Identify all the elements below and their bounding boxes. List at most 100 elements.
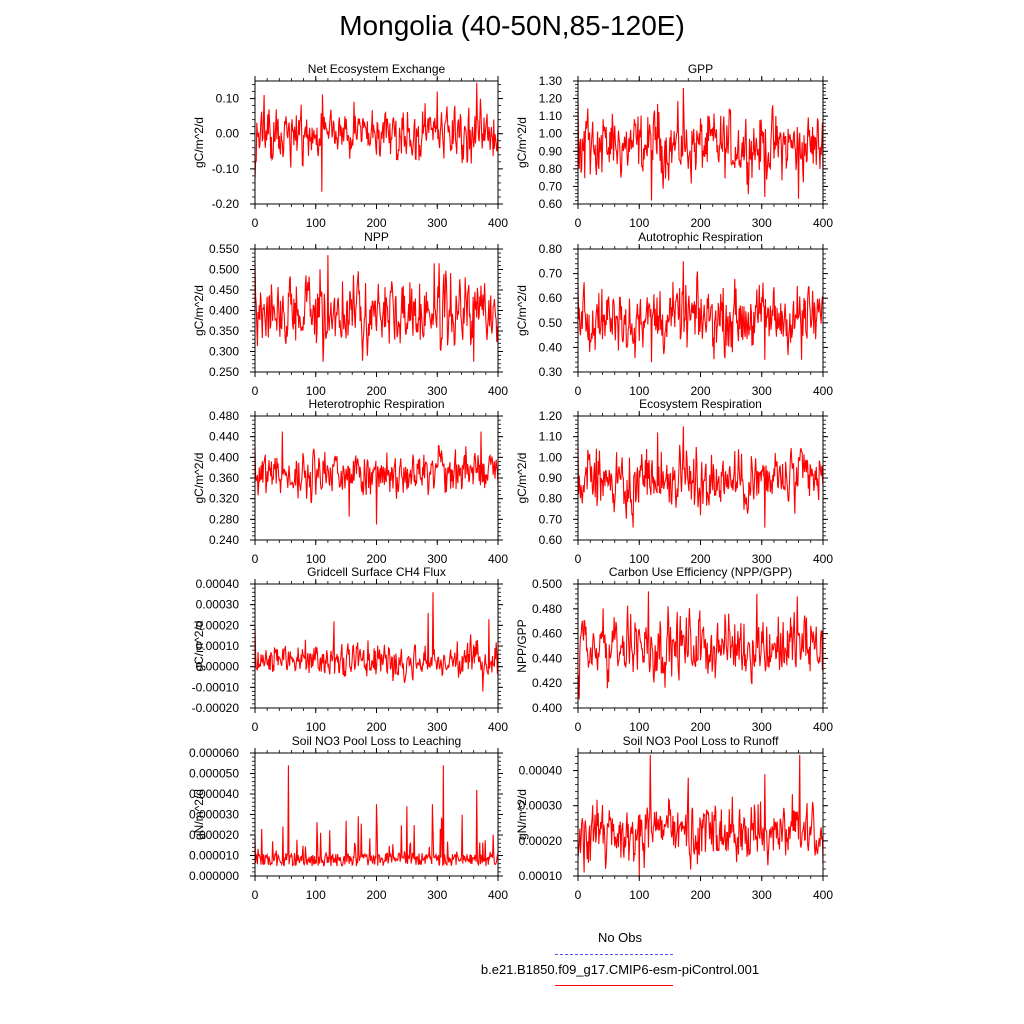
- y-tick-label: 0.70: [539, 512, 563, 526]
- series-line: [254, 82, 499, 192]
- y-tick-label: 0.50: [539, 316, 563, 330]
- panel-title: Autotrophic Respiration: [638, 230, 763, 244]
- y-tick-label: 0.00020: [519, 834, 563, 848]
- y-tick-label: 0.60: [539, 291, 563, 305]
- x-tick-label: 200: [366, 720, 386, 734]
- y-tick-label: 0.460: [532, 627, 562, 641]
- x-tick-label: 0: [575, 888, 582, 902]
- x-tick-label: 400: [488, 216, 508, 230]
- x-tick-label: 200: [690, 384, 710, 398]
- y-tick-label: 0.450: [209, 283, 239, 297]
- y-tick-label: 0.00010: [196, 639, 240, 653]
- y-tick-label: 0.90: [539, 471, 563, 485]
- x-tick-label: 0: [252, 552, 259, 566]
- y-tick-label: 0.400: [209, 450, 239, 464]
- y-tick-label: 0.400: [532, 701, 562, 715]
- legend-label-model: b.e21.B1850.f09_g17.CMIP6-esm-piControl.…: [480, 962, 760, 977]
- x-tick-label: 300: [752, 888, 772, 902]
- y-tick-label: 0.00030: [196, 598, 240, 612]
- series-line: [254, 255, 499, 362]
- y-tick-label: 1.00: [539, 127, 563, 141]
- panel-title: Soil NO3 Pool Loss to Runoff: [623, 734, 780, 748]
- y-tick-label: -0.00020: [192, 701, 240, 715]
- panel-title: Soil NO3 Pool Loss to Leaching: [292, 734, 461, 748]
- x-tick-label: 100: [306, 384, 326, 398]
- y-tick-label: 0.00010: [519, 869, 563, 883]
- y-tick-label: 0.550: [209, 242, 239, 256]
- y-tick-label: 1.10: [539, 109, 563, 123]
- page-title: Mongolia (40-50N,85-120E): [339, 10, 685, 41]
- panel-title: Ecosystem Respiration: [639, 397, 762, 411]
- x-tick-label: 100: [306, 720, 326, 734]
- x-tick-label: 200: [366, 552, 386, 566]
- y-tick-label: 0.420: [532, 676, 562, 690]
- y-tick-label: 0.360: [209, 471, 239, 485]
- x-tick-label: 300: [427, 216, 447, 230]
- x-tick-label: 400: [488, 720, 508, 734]
- panel-title: GPP: [688, 62, 713, 76]
- y-tick-label: 0.240: [209, 533, 239, 547]
- x-tick-label: 100: [629, 888, 649, 902]
- x-tick-label: 300: [427, 552, 447, 566]
- x-tick-label: 400: [813, 384, 833, 398]
- y-tick-label: 0.00: [216, 127, 240, 141]
- x-tick-label: 400: [488, 888, 508, 902]
- y-tick-label: 0.00000: [196, 660, 240, 674]
- series-line: [577, 754, 824, 877]
- y-tick-label: 0.500: [532, 577, 562, 591]
- x-tick-label: 200: [690, 216, 710, 230]
- y-tick-label: -0.10: [212, 162, 240, 176]
- x-tick-label: 400: [813, 720, 833, 734]
- x-tick-label: 400: [813, 216, 833, 230]
- y-axis-label: gC/m^2/d: [192, 453, 206, 504]
- y-tick-label: 0.300: [209, 345, 239, 359]
- x-tick-label: 0: [252, 720, 259, 734]
- legend-label-obs: No Obs: [597, 930, 643, 945]
- y-tick-label: 0.00040: [196, 577, 240, 591]
- series-line: [254, 592, 499, 692]
- panel-title: Heterotrophic Respiration: [308, 397, 444, 411]
- x-tick-label: 0: [575, 216, 582, 230]
- y-tick-label: 0.80: [539, 162, 563, 176]
- y-axis-label: gC/m^2/d: [515, 117, 529, 168]
- y-tick-label: 0.000040: [189, 787, 239, 801]
- x-tick-label: 100: [629, 720, 649, 734]
- x-tick-label: 200: [366, 888, 386, 902]
- legend: No Obs b.e21.B1850.f09_g17.CMIP6-esm-piC…: [440, 930, 800, 990]
- y-axis-label: gC/m^2/d: [192, 621, 206, 672]
- x-tick-label: 200: [366, 384, 386, 398]
- y-tick-label: 0.80: [539, 492, 563, 506]
- series-line: [577, 88, 824, 201]
- y-axis-label: NPP/GPP: [515, 619, 529, 672]
- y-tick-label: 0.480: [209, 409, 239, 423]
- y-tick-label: 0.000010: [189, 849, 239, 863]
- y-tick-label: 1.20: [539, 409, 563, 423]
- x-tick-label: 300: [427, 384, 447, 398]
- x-tick-label: 300: [752, 720, 772, 734]
- y-tick-label: 0.70: [539, 267, 563, 281]
- x-tick-label: 0: [575, 720, 582, 734]
- x-tick-label: 100: [306, 888, 326, 902]
- x-tick-label: 100: [306, 216, 326, 230]
- y-tick-label: 0.00030: [519, 799, 563, 813]
- plot-frame: [577, 752, 824, 877]
- y-tick-label: 0.400: [209, 304, 239, 318]
- y-tick-label: 0.60: [539, 197, 563, 211]
- x-tick-label: 300: [427, 888, 447, 902]
- legend-line-obs: [555, 954, 673, 955]
- x-tick-label: 100: [629, 216, 649, 230]
- y-tick-label: 0.350: [209, 324, 239, 338]
- y-tick-label: 0.440: [532, 651, 562, 665]
- y-tick-label: 0.000060: [189, 746, 239, 760]
- y-tick-label: 1.10: [539, 430, 563, 444]
- y-tick-label: 1.30: [539, 74, 563, 88]
